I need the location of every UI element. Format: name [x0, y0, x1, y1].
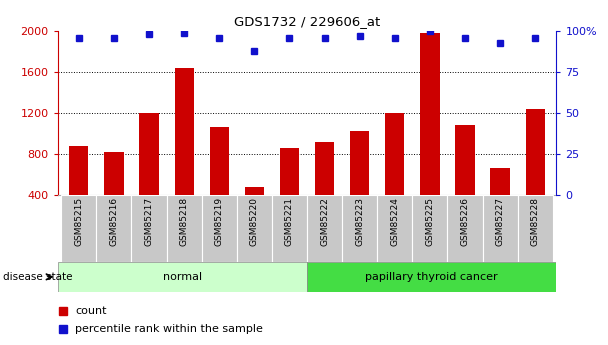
Bar	[210, 127, 229, 195]
Bar	[350, 131, 370, 195]
Bar	[455, 125, 475, 195]
Bar	[525, 109, 545, 195]
Bar	[280, 148, 299, 195]
Text: GSM85218: GSM85218	[179, 197, 188, 246]
Text: disease state: disease state	[3, 272, 72, 282]
Bar	[131, 195, 167, 262]
Text: GSM85227: GSM85227	[496, 197, 505, 246]
Bar	[517, 195, 553, 262]
Bar	[385, 113, 404, 195]
Text: percentile rank within the sample: percentile rank within the sample	[75, 324, 263, 334]
Text: GSM85221: GSM85221	[285, 197, 294, 246]
Bar	[97, 195, 131, 262]
Bar	[167, 195, 202, 262]
Text: normal: normal	[163, 272, 202, 282]
Bar	[483, 195, 517, 262]
Bar	[272, 195, 307, 262]
Bar	[307, 262, 556, 292]
Text: count: count	[75, 306, 107, 316]
Bar	[244, 187, 264, 195]
Text: GSM85226: GSM85226	[460, 197, 469, 246]
Text: GSM85225: GSM85225	[426, 197, 435, 246]
Bar	[105, 152, 123, 195]
Bar	[412, 195, 447, 262]
Bar	[58, 262, 307, 292]
Bar	[61, 195, 97, 262]
Text: GSM85215: GSM85215	[74, 197, 83, 246]
Bar	[307, 195, 342, 262]
Bar	[377, 195, 412, 262]
Title: GDS1732 / 229606_at: GDS1732 / 229606_at	[234, 16, 380, 29]
Bar	[315, 142, 334, 195]
Text: GSM85223: GSM85223	[355, 197, 364, 246]
Text: GSM85228: GSM85228	[531, 197, 540, 246]
Text: GSM85224: GSM85224	[390, 197, 399, 246]
Bar	[139, 113, 159, 195]
Text: papillary thyroid cancer: papillary thyroid cancer	[365, 272, 498, 282]
Bar	[69, 146, 89, 195]
Text: GSM85217: GSM85217	[145, 197, 154, 246]
Text: GSM85222: GSM85222	[320, 197, 329, 246]
Bar	[174, 68, 194, 195]
Bar	[447, 195, 483, 262]
Text: GSM85220: GSM85220	[250, 197, 259, 246]
Bar	[342, 195, 377, 262]
Bar	[491, 168, 510, 195]
Bar	[420, 33, 440, 195]
Text: GSM85216: GSM85216	[109, 197, 119, 246]
Bar	[202, 195, 237, 262]
Text: GSM85219: GSM85219	[215, 197, 224, 246]
Bar	[237, 195, 272, 262]
